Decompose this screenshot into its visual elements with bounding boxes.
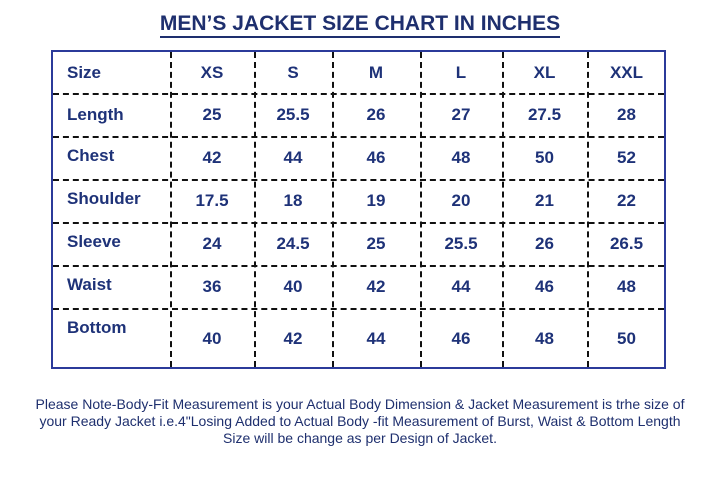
measurement-value: 18 [283,190,303,210]
measurement-value: 46 [451,328,471,348]
measurement-value: 27.5 [527,104,562,124]
measurement-value: 48 [451,147,471,167]
measurement-value: 46 [535,276,554,296]
measurement-value: 28 [617,104,636,124]
size-header: M [368,62,384,82]
measurement-value: 52 [617,147,636,167]
measurement-value: 44 [366,328,386,348]
measurement-value: 25.5 [276,104,310,124]
column-divider [420,52,422,367]
measurement-label: Length [67,104,124,124]
size-header: XL [533,62,556,82]
measurement-label: Sleeve [67,232,121,251]
measurement-label: Shoulder [67,189,141,208]
title-text: MEN’S JACKET SIZE CHART IN INCHES [159,12,561,38]
measurement-value: 40 [202,328,222,348]
measurement-value: 19 [366,190,386,210]
column-divider [332,52,334,367]
measurement-note: Please Note-Body-Fit Measurement is your… [35,396,685,446]
measurement-value: 25.5 [444,233,478,253]
row-divider [53,308,664,310]
measurement-value: 26 [535,233,554,253]
size-header: S [287,62,299,82]
measurement-label: Waist [67,275,112,294]
measurement-value: 42 [202,147,222,167]
page-title: MEN’S JACKET SIZE CHART IN INCHES [0,12,720,38]
column-divider [587,52,589,367]
measurement-value: 17.5 [195,190,229,210]
size-header: XS [200,62,224,82]
size-header: L [455,62,467,82]
row-divider [53,179,664,181]
measurement-value: 48 [617,276,636,296]
measurement-value: 24.5 [276,233,310,253]
row-divider [53,136,664,138]
row-divider [53,222,664,224]
measurement-value: 44 [451,276,471,296]
row-divider [53,265,664,267]
measurement-value: 46 [366,147,386,167]
measurement-value: 26 [366,104,386,124]
measurement-value: 26.5 [609,233,644,253]
measurement-value: 50 [535,147,554,167]
measurement-value: 27 [451,104,471,124]
size-header: XXL [609,62,644,82]
column-divider [170,52,172,367]
row-divider [53,93,664,95]
measurement-value: 42 [283,328,303,348]
column-divider [254,52,256,367]
measurement-label: Bottom [67,318,127,337]
measurement-value: 50 [617,328,636,348]
measurement-value: 42 [366,276,386,296]
size-chart-table: Size XS S M L XL XXL Length 25 25.5 26 27 27.5 28 Ches… [51,50,666,369]
measurement-label: Chest [67,146,115,165]
measurement-value: 20 [451,190,471,210]
measurement-value: 36 [202,276,222,296]
measurement-value: 48 [535,328,554,348]
measurement-value: 40 [283,276,303,296]
measurement-value: 25 [202,104,222,124]
measurement-value: 44 [283,147,303,167]
measurement-value: 21 [535,190,554,210]
measurement-value: 25 [366,233,386,253]
header-label: Size [67,62,102,82]
measurement-value: 24 [202,233,222,253]
column-divider [502,52,504,367]
measurement-value: 22 [617,190,636,210]
